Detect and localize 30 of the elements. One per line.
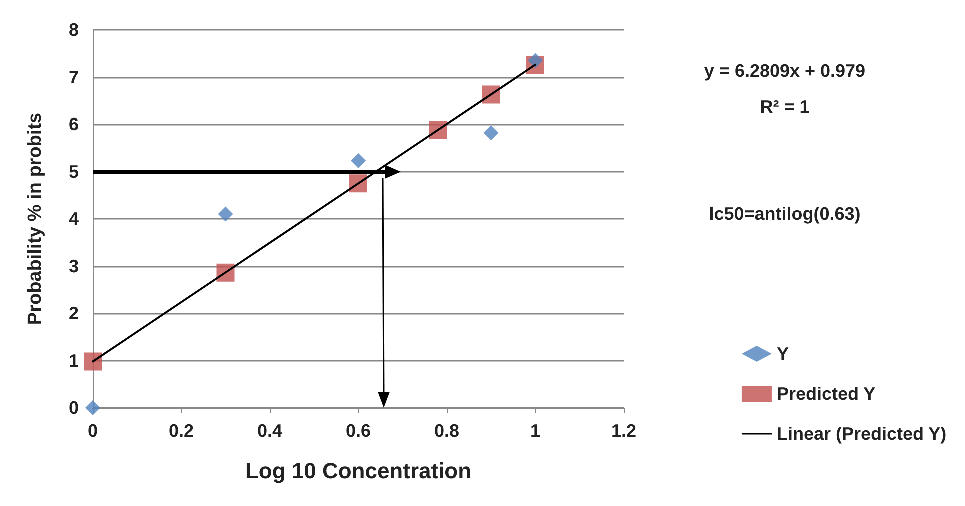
y-tick-label: 3 xyxy=(68,256,79,276)
y-tick-label: 8 xyxy=(68,20,79,40)
y-tick-label: 2 xyxy=(68,304,79,324)
point xyxy=(84,352,102,371)
x-tick-label: 0.2 xyxy=(168,421,194,441)
x-tick-label: 1 xyxy=(530,421,541,441)
legend-label: Linear (Predicted Y) xyxy=(776,424,947,444)
x-tick-label: 0.8 xyxy=(434,421,460,441)
y-axis-title: Probability % in probits xyxy=(25,112,46,326)
text: y = 6.2809x + 0.979 xyxy=(704,61,866,81)
point xyxy=(218,206,234,222)
text: R² = 1 xyxy=(760,97,810,117)
legend-label: Predicted Y xyxy=(776,384,876,404)
x-tick-label: 1.2 xyxy=(611,421,637,441)
y-tick-label: 7 xyxy=(68,67,79,88)
y-tick-label: 6 xyxy=(68,114,79,134)
point xyxy=(351,153,366,168)
x-axis-title: Log 10 Concentration xyxy=(245,458,472,484)
point xyxy=(528,53,543,68)
legend-label: Y xyxy=(776,344,789,364)
y-tick-label: 5 xyxy=(68,162,79,182)
x-tick-label: 0.6 xyxy=(346,421,372,441)
y-tick-label: 1 xyxy=(68,350,79,371)
y-tick-label: 4 xyxy=(68,209,79,229)
y-tick-label: 0 xyxy=(68,398,79,418)
text: lc50=antilog(0.63) xyxy=(709,204,861,224)
x-tick-label: 0 xyxy=(88,421,98,441)
point xyxy=(484,126,499,141)
point xyxy=(86,400,100,416)
x-tick-label: 0.4 xyxy=(257,421,283,441)
